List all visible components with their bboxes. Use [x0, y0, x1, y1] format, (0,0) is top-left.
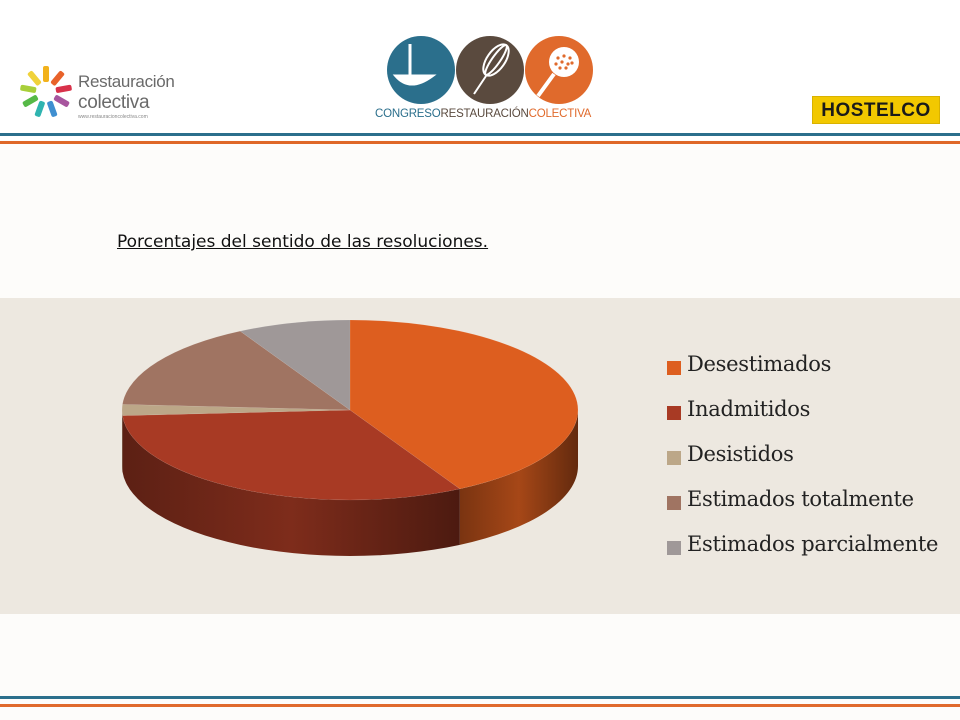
- legend-label: Inadmitidos: [687, 397, 811, 421]
- congreso-logo-circles: [387, 36, 593, 104]
- header-rule-orange: [0, 141, 960, 144]
- congreso-logo-text: CONGRESORESTAURACIÓNCOLECTIVA: [375, 108, 591, 120]
- congreso-word-3: COLECTIVA: [528, 108, 592, 120]
- pie-slice-inadmitidos: [122, 409, 461, 501]
- legend-swatch: [667, 496, 681, 510]
- legend-label: Estimados totalmente: [687, 487, 914, 511]
- logo-text-restauracion: Restauración: [78, 72, 175, 91]
- restauracion-colectiva-logo: Restauración colectiva www.restauracionc…: [18, 62, 175, 126]
- pie-slice-estimados-parcialmente: [239, 319, 351, 411]
- logo-text-colectiva: colectiva: [78, 92, 150, 113]
- pie-slice-desistidos: [121, 404, 351, 416]
- pie-slice-desestimados: [349, 319, 579, 490]
- ladle-icon: [392, 44, 437, 86]
- whisk-icon: [473, 43, 510, 95]
- legend-swatch: [667, 541, 681, 555]
- legend-label: Desistidos: [687, 442, 794, 466]
- logo-url: www.restauracioncolectiva.com: [78, 114, 148, 120]
- header-rule-blue: [0, 133, 960, 136]
- congreso-restauracion-logo: CONGRESORESTAURACIÓNCOLECTIVA: [372, 30, 604, 126]
- pie-side-desestimados: [459, 410, 578, 545]
- ladle-icon-bg: [387, 36, 455, 104]
- chart-caption: Porcentajes del sentido de las resolucio…: [117, 232, 489, 252]
- legend-swatch: [667, 451, 681, 465]
- flower-pencils-icon: [20, 66, 72, 117]
- footer-rule-blue: [0, 696, 960, 699]
- legend-label: Desestimados: [687, 352, 832, 376]
- pie-slice-estimados-totalmente: [122, 330, 351, 411]
- chart-panel: Desestimados Inadmitidos Desistidos Estimad…: [0, 298, 960, 614]
- pie-chart: [121, 319, 579, 556]
- legend-label: Estimados parcialmente: [687, 532, 939, 556]
- whisk-icon-bg: [456, 36, 524, 104]
- legend-swatch: [667, 361, 681, 375]
- header-band: Restauración colectiva www.restauracionc…: [0, 0, 960, 150]
- congreso-word-2: RESTAURACIÓN: [440, 108, 529, 120]
- hostelco-logo: HOSTELCO: [812, 96, 940, 124]
- hostelco-logo-text: HOSTELCO: [821, 100, 931, 121]
- congreso-word-1: CONGRESO: [375, 108, 441, 120]
- legend-swatch: [667, 406, 681, 420]
- skimmer-icon: [536, 47, 579, 98]
- footer-rule-orange: [0, 704, 960, 707]
- pie-side-inadmitidos: [122, 415, 460, 556]
